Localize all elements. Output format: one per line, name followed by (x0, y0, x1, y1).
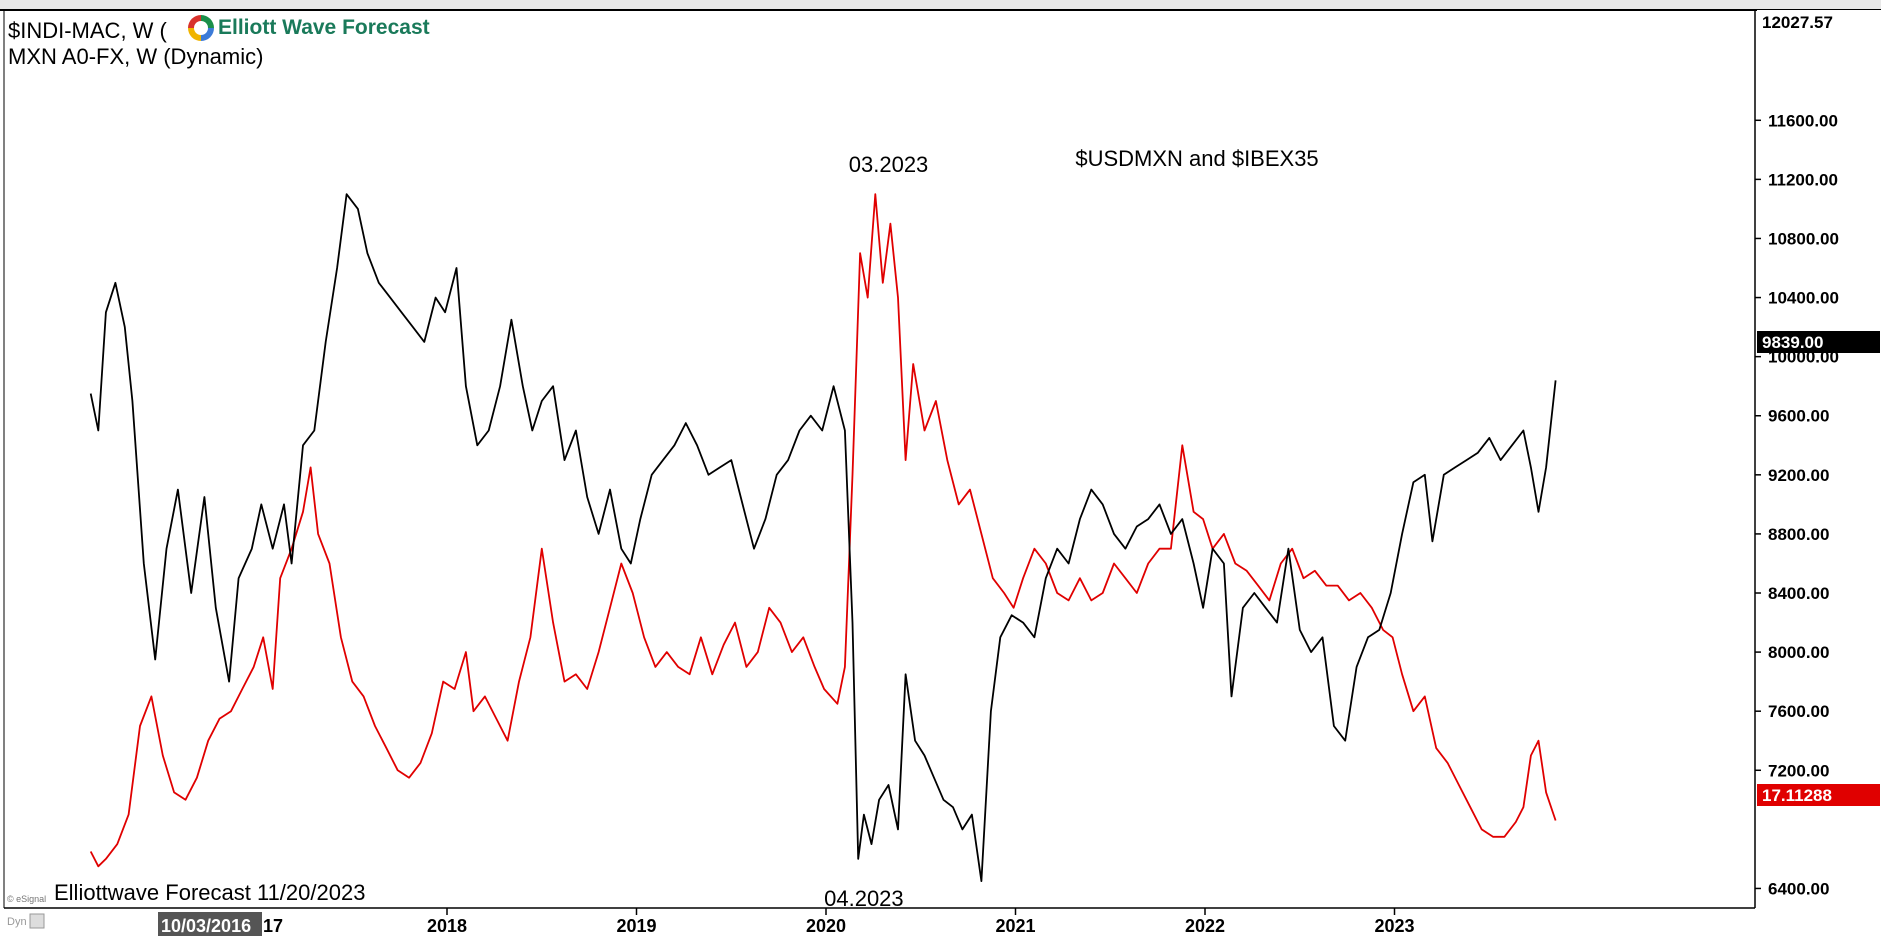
annotation-layer: 03.2023 04.2023 (824, 152, 928, 911)
y-tick-label: 10800.00 (1768, 229, 1839, 248)
annotation-label: 03.2023 (849, 152, 929, 177)
cursor-date-label: 10/03/2016 (161, 916, 251, 936)
footer-watermark: Elliottwave Forecast 11/20/2023 (54, 880, 365, 905)
series-line-usdmxn (89, 193, 1557, 868)
brand-name: Elliott Wave Forecast (218, 16, 430, 39)
price-tag-layer: 9839.00 17.11288 (1757, 331, 1880, 806)
last-price-tag-usdmxn (1757, 784, 1880, 806)
y-tick-label: 8000.00 (1768, 643, 1829, 662)
y-tick-label: 9200.00 (1768, 466, 1829, 485)
dyn-label: Dyn (7, 916, 27, 928)
annotation-label: 04.2023 (824, 886, 904, 911)
x-tick-label: 2019 (616, 916, 656, 936)
x-tick-label: 2018 (427, 916, 467, 936)
y-tick-label: 8800.00 (1768, 525, 1829, 544)
chart-title: $USDMXN and $IBEX35 (1075, 146, 1318, 171)
cursor-date-suffix: 17 (263, 916, 283, 936)
x-tick-label: 2021 (995, 916, 1035, 936)
x-axis: 2018 2019 2020 2021 2022 2023 (427, 908, 1415, 936)
y-tick-label: 8400.00 (1768, 584, 1829, 603)
header-symbol-line1: $INDI-MAC, W ( (8, 18, 168, 43)
y-tick-label: 11200.00 (1768, 170, 1838, 189)
last-price-tag-ibex (1757, 331, 1880, 353)
y-tick-label: 9600.00 (1768, 407, 1829, 426)
last-price-label-usdmxn: 17.11288 (1762, 786, 1832, 805)
top-border (0, 0, 1881, 10)
y-tick-label: 10400.00 (1768, 289, 1839, 308)
y-tick-label: 7600.00 (1768, 702, 1829, 721)
y-axis: 11600.0011200.0010800.0010400.0010000.00… (1755, 111, 1839, 898)
y-tick-label: 6400.00 (1768, 879, 1829, 898)
x-tick-label: 2023 (1374, 916, 1414, 936)
cursor-date-box (158, 912, 262, 936)
x-tick-label: 2020 (806, 916, 846, 936)
brand-logo[interactable]: Elliott Wave Forecast (188, 15, 430, 41)
y-tick-label: 11600.00 (1768, 111, 1838, 130)
last-price-label-ibex: 9839.00 (1762, 333, 1823, 352)
y-tick-label: 7200.00 (1768, 761, 1829, 780)
top-price-label: 12027.57 (1762, 13, 1833, 32)
top-price-box (1757, 10, 1881, 32)
esignal-credit: © eSignal (7, 894, 46, 904)
header-symbol-line2: MXN A0-FX, W (Dynamic) (8, 44, 263, 69)
x-tick-label: 2022 (1185, 916, 1225, 936)
elliott-wave-logo-icon (188, 15, 214, 41)
series-layer (89, 193, 1557, 882)
series-line-ibex (89, 193, 1557, 882)
scroll-handle[interactable] (29, 913, 45, 929)
